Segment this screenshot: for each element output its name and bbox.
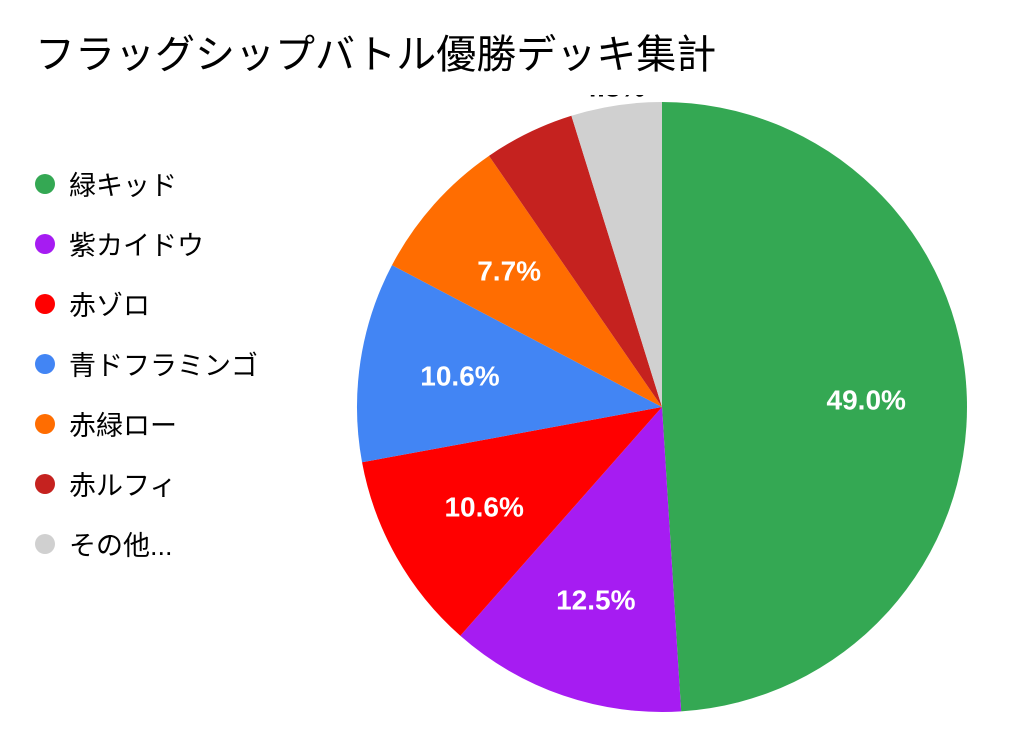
legend-label: 青ドフラミンゴ bbox=[69, 344, 258, 383]
slice-label: 4.8% bbox=[582, 95, 646, 103]
slice-label: 12.5% bbox=[556, 584, 635, 615]
legend-dot-icon bbox=[35, 294, 55, 314]
legend-dot-icon bbox=[35, 534, 55, 554]
legend-item: 青ドフラミンゴ bbox=[35, 344, 258, 383]
legend-label: その他... bbox=[69, 524, 173, 563]
chart-title: フラッグシップバトル優勝デッキ集計 bbox=[35, 22, 716, 80]
legend-dot-icon bbox=[35, 234, 55, 254]
legend-item: 赤緑ロー bbox=[35, 404, 258, 443]
legend-item: 紫カイドウ bbox=[35, 224, 258, 263]
legend-label: 赤ルフィ bbox=[69, 464, 176, 503]
legend-item: その他... bbox=[35, 524, 258, 563]
legend-dot-icon bbox=[35, 474, 55, 494]
slice-label: 49.0% bbox=[827, 385, 906, 416]
legend-label: 紫カイドウ bbox=[69, 224, 204, 263]
legend-dot-icon bbox=[35, 174, 55, 194]
legend-label: 赤ゾロ bbox=[69, 284, 150, 323]
legend-label: 赤緑ロー bbox=[69, 404, 177, 443]
legend-label: 緑キッド bbox=[69, 164, 177, 203]
slice-label: 10.6% bbox=[444, 492, 523, 523]
slice-label: 7.7% bbox=[477, 255, 541, 286]
pie-slice bbox=[662, 102, 967, 711]
slice-label: 10.6% bbox=[420, 360, 499, 391]
legend-item: 赤ルフィ bbox=[35, 464, 258, 503]
pie-chart: 49.0% 12.5% 10.6% 10.6% 7.7% 4.8% bbox=[350, 95, 975, 720]
legend-item: 赤ゾロ bbox=[35, 284, 258, 323]
chart-container: フラッグシップバトル優勝デッキ集計 緑キッド紫カイドウ赤ゾロ青ドフラミンゴ赤緑ロ… bbox=[0, 0, 1020, 742]
legend-dot-icon bbox=[35, 354, 55, 374]
legend: 緑キッド紫カイドウ赤ゾロ青ドフラミンゴ赤緑ロー赤ルフィその他... bbox=[35, 164, 258, 563]
legend-dot-icon bbox=[35, 414, 55, 434]
legend-item: 緑キッド bbox=[35, 164, 258, 203]
